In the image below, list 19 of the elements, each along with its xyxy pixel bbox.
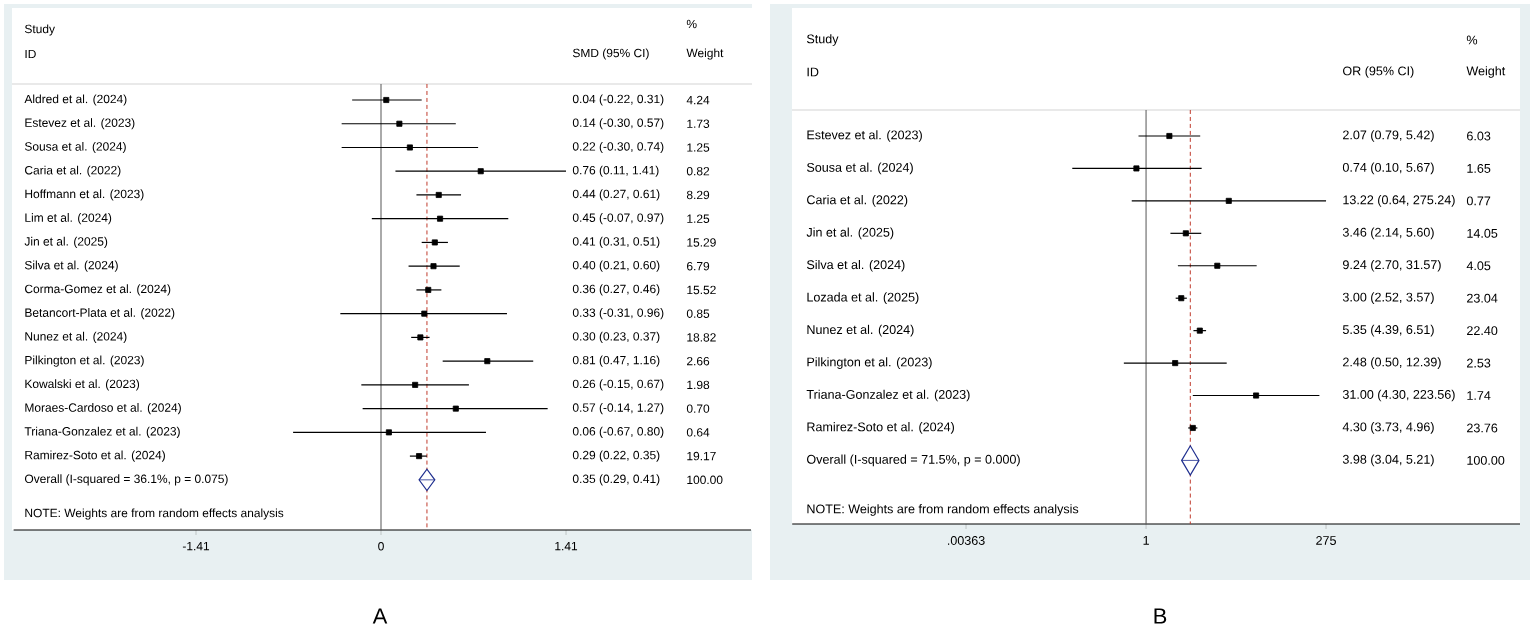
- point: [383, 97, 390, 103]
- point: [430, 263, 437, 270]
- point: [418, 468, 436, 492]
- point: [477, 168, 484, 175]
- point: [417, 334, 424, 341]
- point: [435, 191, 442, 198]
- point: [425, 286, 432, 293]
- point: [431, 239, 438, 246]
- point: [452, 405, 459, 412]
- point: [412, 381, 419, 388]
- text: A: [372, 608, 388, 624]
- point: [406, 144, 413, 151]
- point: [416, 453, 423, 460]
- point: [484, 358, 491, 365]
- point: [421, 310, 428, 317]
- text: B: [1154, 608, 1167, 624]
- point: [437, 215, 444, 222]
- point: [385, 429, 392, 436]
- point: [396, 120, 403, 127]
